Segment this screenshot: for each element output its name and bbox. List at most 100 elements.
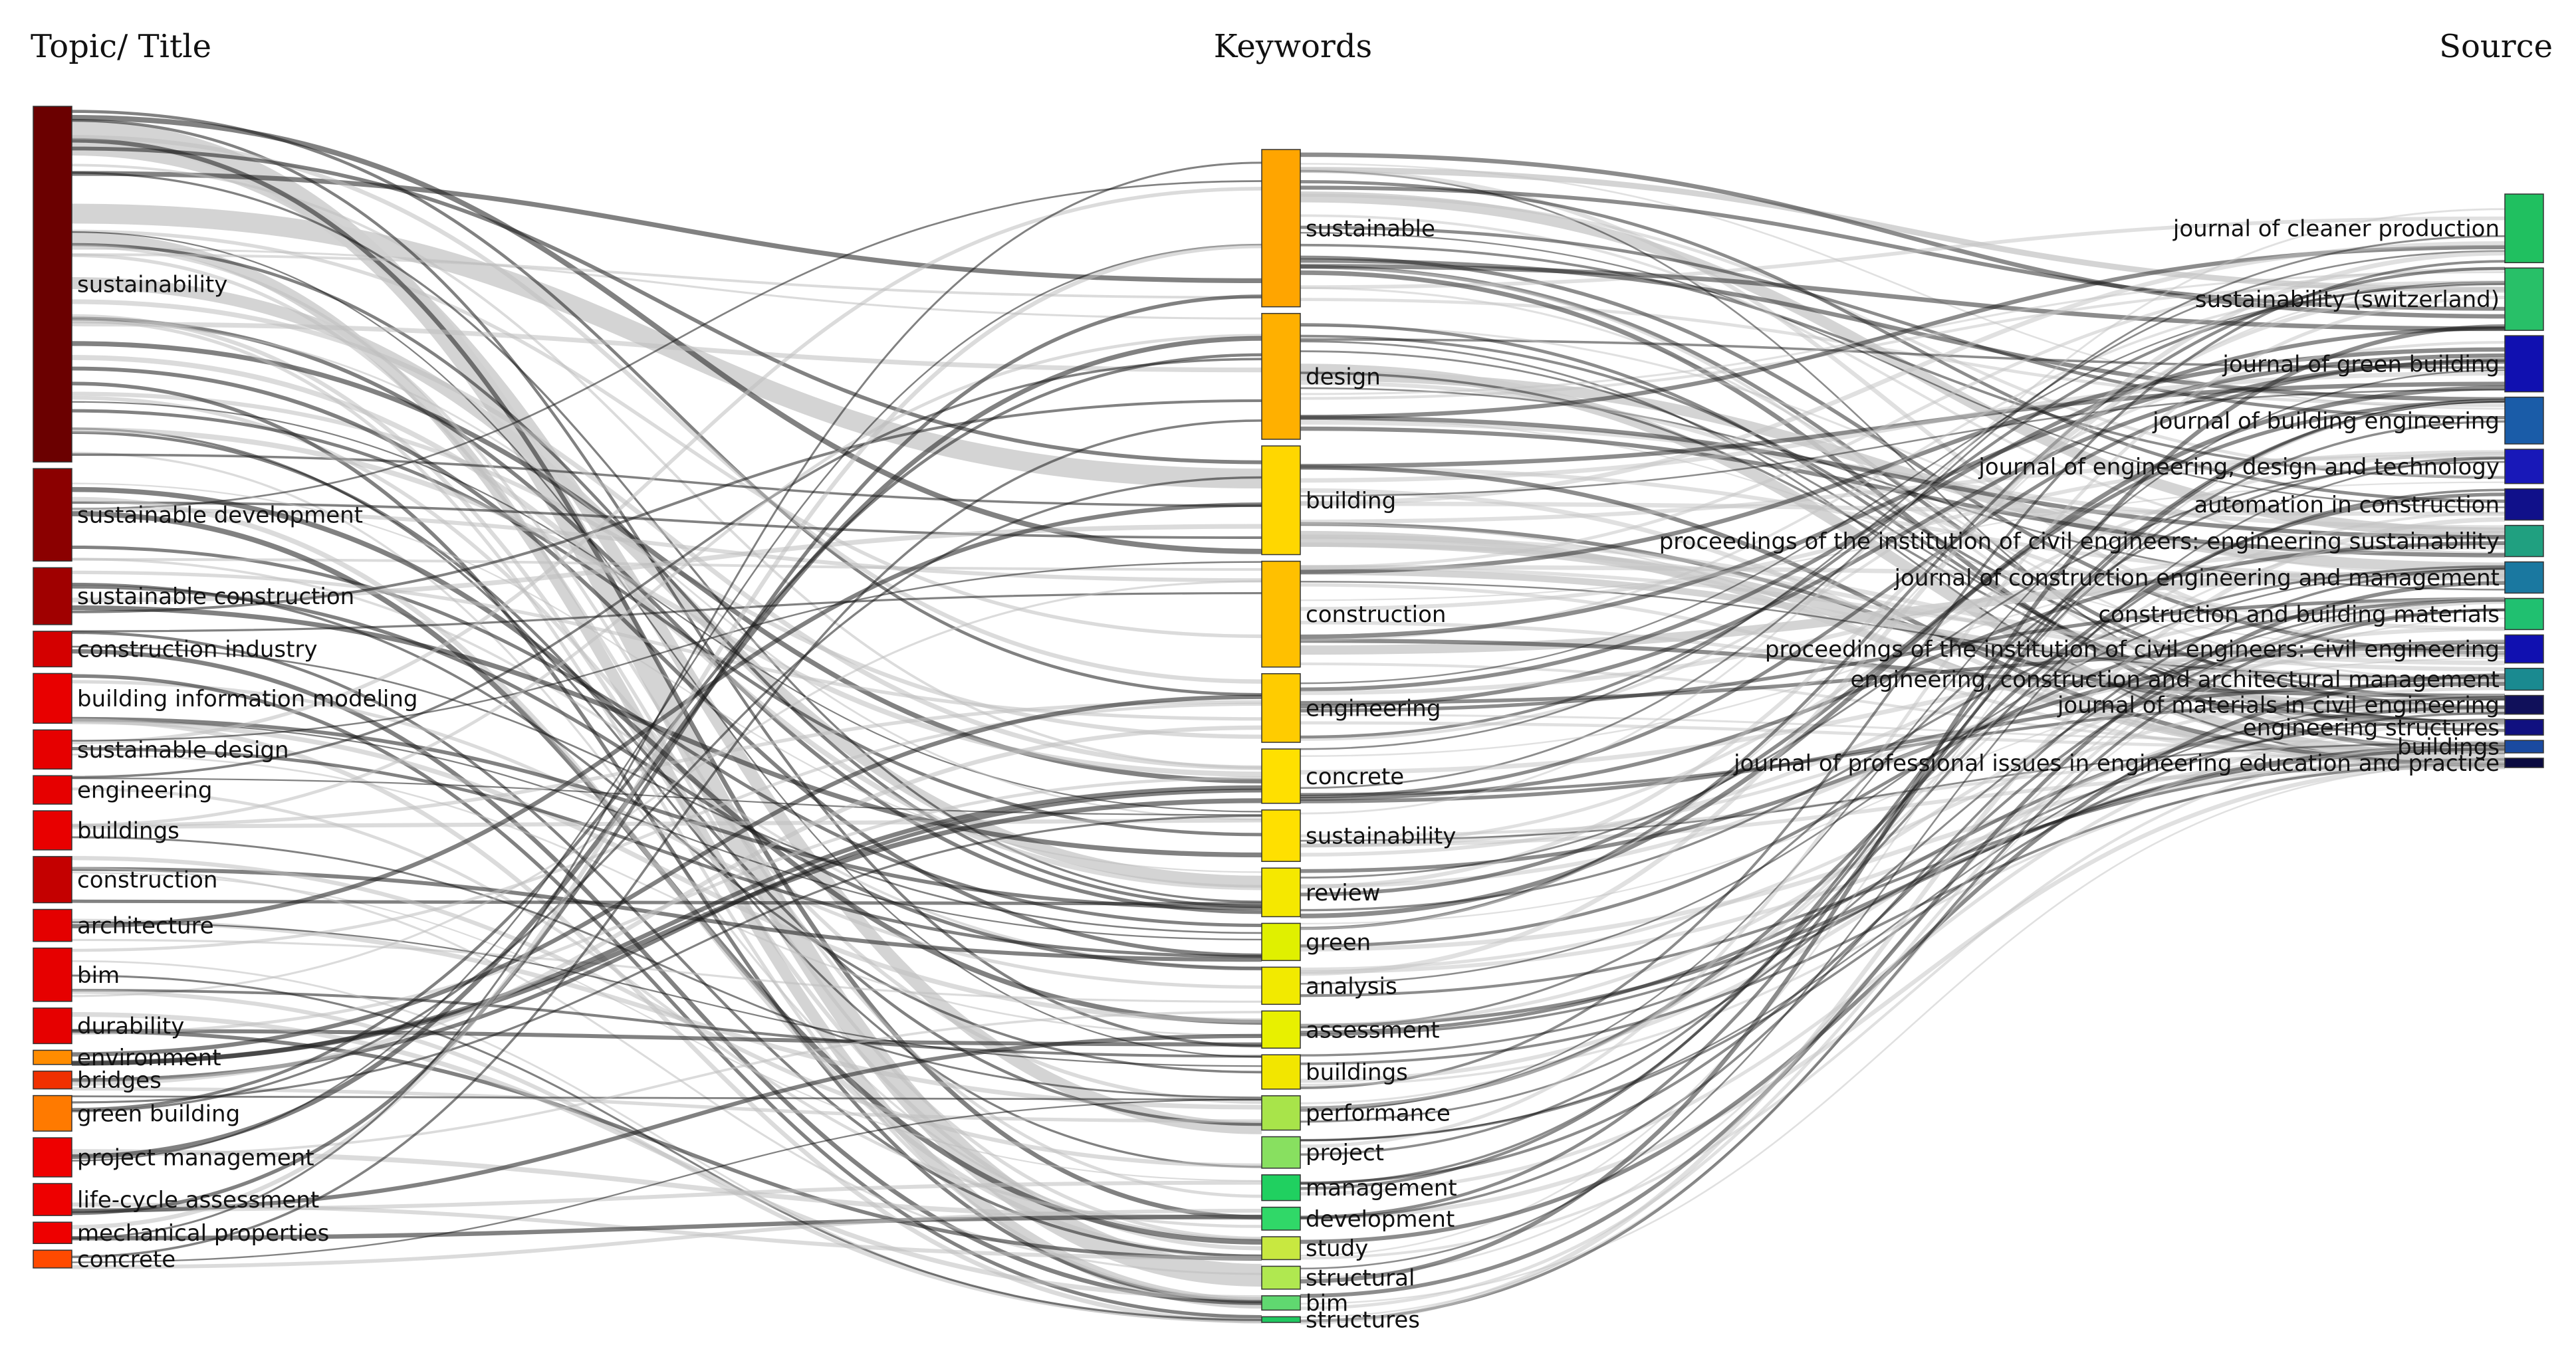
flow-link [71, 316, 1262, 914]
flow-link [71, 700, 1262, 828]
flow-link [1300, 280, 2506, 400]
flow-link [71, 244, 1262, 1229]
flow-link [71, 1087, 1262, 1123]
topic-node [33, 1183, 72, 1216]
source-node [2504, 449, 2544, 484]
topic-label: durability [77, 1013, 184, 1040]
flow-link [71, 1214, 1262, 1241]
flow-link [71, 187, 1262, 744]
source-label: journal of professional issues in engine… [1733, 750, 2500, 777]
flow-link [1300, 399, 2506, 1257]
flow-link [71, 818, 1262, 829]
flow-link [1300, 761, 2506, 1220]
flow-link [1300, 517, 2506, 1324]
flow-link [71, 561, 1262, 742]
topic-label: construction [77, 867, 217, 894]
keyword-label: structural [1306, 1265, 1415, 1292]
flow-link [71, 243, 1262, 1162]
flow-link [71, 867, 1262, 1275]
flow-link [71, 836, 1262, 1099]
flow-link [71, 294, 1262, 1215]
flow-link [71, 921, 1262, 1067]
flow-link [71, 674, 1262, 1319]
flow-link [71, 785, 1262, 1066]
source-node [2504, 718, 2544, 736]
keyword-label: study [1306, 1235, 1368, 1262]
flow-link [1300, 721, 2506, 750]
flow-link [71, 778, 1262, 816]
source-column-header: Source [2439, 28, 2553, 65]
topic-label: concrete [77, 1247, 176, 1273]
flow-link [1300, 600, 2506, 1310]
flow-link [71, 747, 1262, 958]
flow-link [1300, 740, 2506, 1260]
topic-label: engineering [77, 778, 212, 804]
flow-link [1300, 341, 2506, 741]
flow-link [71, 318, 1262, 1303]
flow-link [1300, 251, 2506, 976]
keyword-label: building [1306, 488, 1396, 514]
keyword-label: assessment [1306, 1017, 1440, 1043]
flow-link [71, 381, 1262, 1304]
flow-link [1300, 541, 2506, 801]
source-node [2504, 267, 2544, 331]
flow-link [71, 243, 1262, 908]
keyword-node [1261, 1206, 1301, 1231]
source-label: proceedings of the institution of civil … [1659, 528, 2500, 555]
topic-label: sustainability [77, 272, 227, 298]
flow-link [1300, 762, 2506, 1065]
flow-link [1300, 385, 2506, 918]
flow-link [1300, 415, 2506, 540]
topic-node [33, 468, 72, 562]
flow-link [1300, 456, 2506, 1029]
keyword-label: review [1306, 880, 1380, 906]
flow-link [1300, 225, 2506, 419]
source-label: journal of materials in civil engineerin… [2057, 692, 2500, 719]
flow-link [71, 918, 1262, 1110]
keyword-label: engineering [1306, 695, 1441, 722]
flow-link [71, 353, 1262, 1111]
keyword-node [1261, 1010, 1301, 1049]
flow-link [1300, 657, 2506, 924]
keyword-label: construction [1306, 601, 1446, 628]
flow-link [71, 1202, 1262, 1261]
topic-node [33, 1221, 72, 1244]
keyword-node [1261, 1265, 1301, 1290]
flow-link [71, 680, 1262, 989]
topic-label: sustainable construction [77, 583, 354, 610]
flow-link [71, 334, 1262, 827]
source-node [2504, 193, 2544, 264]
flow-link [71, 1011, 1262, 1158]
flow-link [1300, 420, 2506, 530]
flow-link [71, 451, 1262, 1241]
flow-link [1300, 568, 2506, 985]
flow-link [71, 146, 1262, 465]
source-node [2504, 740, 2544, 754]
flow-link [71, 694, 1262, 1057]
topic-column-header: Topic/ Title [31, 28, 211, 65]
keyword-node [1261, 966, 1301, 1005]
source-node [2504, 524, 2544, 558]
flow-link [1300, 324, 2506, 1284]
flow-link [1300, 281, 2506, 930]
keyword-node [1261, 1295, 1301, 1311]
flow-link [1300, 208, 2506, 815]
topic-node [33, 908, 72, 942]
flow-link [71, 502, 1262, 928]
flow-link [1300, 185, 2506, 311]
topic-label: life-cycle assessment [77, 1187, 319, 1213]
source-node [2504, 667, 2544, 691]
flow-link [1300, 389, 2506, 497]
keyword-node [1261, 748, 1301, 804]
flow-link [71, 592, 1262, 633]
flow-link [71, 336, 1262, 1160]
keyword-node [1261, 1136, 1301, 1169]
flow-link [1300, 673, 2506, 1244]
keyword-label: management [1306, 1175, 1457, 1201]
flow-link [71, 482, 1262, 873]
topic-label: bim [77, 962, 120, 989]
topic-label: building information modeling [77, 686, 417, 712]
flow-link [71, 161, 1262, 1239]
keyword-node [1261, 1054, 1301, 1090]
flow-link [1300, 639, 2506, 1027]
